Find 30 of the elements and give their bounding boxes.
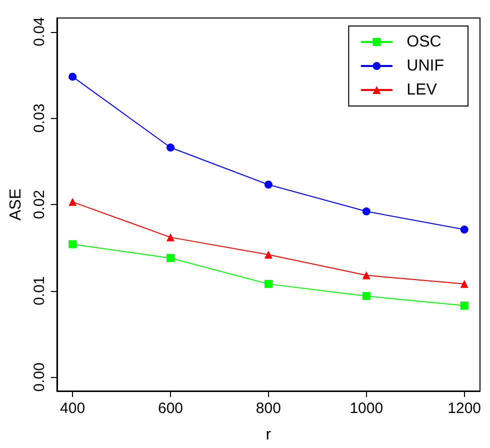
point	[362, 271, 370, 280]
x-tick-label: 600	[158, 400, 184, 417]
x-tick-label: 1000	[350, 400, 384, 417]
x-tick-label: 800	[256, 400, 281, 417]
point	[68, 240, 77, 248]
point	[460, 226, 468, 234]
x-tick-label: 1200	[448, 400, 482, 417]
point	[166, 144, 175, 152]
legend-label: UNIF	[406, 58, 444, 74]
point	[264, 280, 272, 288]
legend-label: LEV	[406, 82, 438, 98]
point	[68, 198, 77, 206]
y-tick-label: 0.04	[30, 17, 48, 46]
x-axis-title: r	[266, 426, 272, 444]
x-tick-label: 400	[60, 400, 86, 417]
point	[362, 207, 370, 216]
point	[460, 280, 468, 288]
point	[264, 250, 272, 259]
y-tick-label: 0.02	[30, 190, 48, 220]
y-axis-title: ASE	[8, 188, 24, 221]
point	[460, 302, 468, 310]
point	[166, 254, 175, 262]
y-tick-label: 0.00	[30, 362, 48, 392]
y-tick-label: 0.01	[30, 276, 48, 306]
y-tick-label: 0.03	[30, 104, 48, 133]
legend-label: OSC	[406, 34, 442, 50]
point	[68, 72, 77, 81]
point	[362, 292, 370, 300]
point	[264, 180, 272, 189]
point	[166, 233, 175, 242]
